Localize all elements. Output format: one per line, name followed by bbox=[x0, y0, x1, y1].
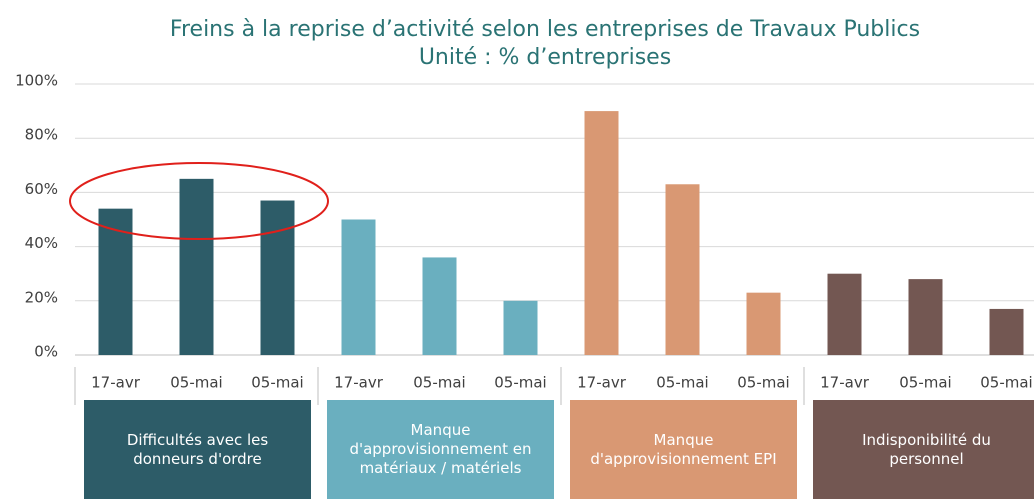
y-tick-label: 0% bbox=[34, 343, 58, 361]
bar bbox=[260, 200, 295, 355]
bar bbox=[584, 111, 619, 355]
bar bbox=[422, 257, 457, 355]
y-tick-label: 80% bbox=[25, 126, 58, 144]
group-label: Difficultés avec les donneurs d'ordre bbox=[84, 400, 311, 499]
bar bbox=[179, 178, 214, 355]
x-tick-label: 17-avr bbox=[334, 374, 384, 392]
bar bbox=[989, 308, 1024, 355]
x-tick-label: 05-mai bbox=[170, 374, 222, 392]
group-label-box: Indisponibilité du personnel bbox=[813, 400, 1034, 499]
group-label: Indisponibilité du personnel bbox=[813, 400, 1034, 499]
y-tick-label: 100% bbox=[15, 72, 58, 90]
chart-title: Freins à la reprise d’activité selon les… bbox=[170, 17, 920, 42]
y-tick-label: 60% bbox=[25, 180, 58, 198]
x-tick-label: 05-mai bbox=[737, 374, 789, 392]
chart-subtitle: Unité : % d’entreprises bbox=[419, 45, 671, 70]
y-tick-label: 40% bbox=[25, 234, 58, 252]
x-tick-label: 17-avr bbox=[577, 374, 627, 392]
bar bbox=[665, 184, 700, 355]
bar bbox=[503, 300, 538, 355]
bar bbox=[827, 273, 862, 355]
bar bbox=[908, 279, 943, 355]
bar bbox=[746, 292, 781, 355]
group-label-box: Manque d'approvisionnement EPI bbox=[570, 400, 797, 499]
x-tick-label: 05-mai bbox=[251, 374, 303, 392]
x-tick-label: 17-avr bbox=[91, 374, 141, 392]
group-label: Manque d'approvisionnement EPI bbox=[570, 400, 797, 499]
x-tick-label: 05-mai bbox=[656, 374, 708, 392]
x-tick-label: 05-mai bbox=[413, 374, 465, 392]
x-tick-label: 05-mai bbox=[980, 374, 1032, 392]
x-tick-label: 05-mai bbox=[494, 374, 546, 392]
group-label: Manque d'approvisionnement en matériaux … bbox=[327, 400, 554, 499]
group-label-box: Manque d'approvisionnement en matériaux … bbox=[327, 400, 554, 499]
y-tick-label: 20% bbox=[25, 288, 58, 306]
x-tick-label: 17-avr bbox=[820, 374, 870, 392]
bar bbox=[341, 219, 376, 355]
x-tick-label: 05-mai bbox=[899, 374, 951, 392]
highlight-ellipse bbox=[69, 162, 329, 240]
group-label-box: Difficultés avec les donneurs d'ordre bbox=[84, 400, 311, 499]
